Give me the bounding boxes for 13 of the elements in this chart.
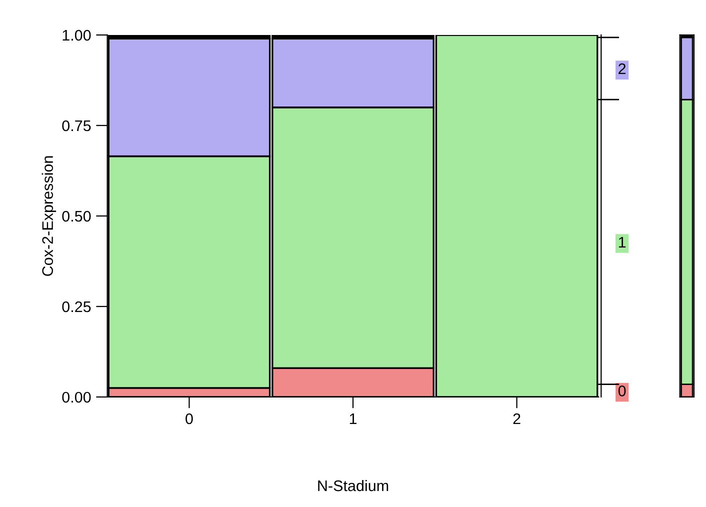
y-tick-label: 0.00 (62, 392, 91, 403)
y-tick-label: 0.50 (62, 210, 91, 222)
x-axis-title: N-Stadium (318, 480, 388, 492)
legend-label: 0 (618, 386, 626, 396)
text: 2 (618, 63, 626, 74)
series-label: 1 (618, 236, 626, 248)
x-tick-label: 2 (513, 413, 520, 424)
y-tick-label: 1.00 (62, 30, 91, 41)
y-tick-label: 0.25 (62, 301, 91, 312)
y-tick-label: 0.75 (62, 120, 91, 132)
x-tick-label: 0 (186, 413, 193, 424)
x-tick-label: 1 (350, 414, 357, 424)
y-axis-title: Cox-2-Expression (42, 156, 56, 276)
